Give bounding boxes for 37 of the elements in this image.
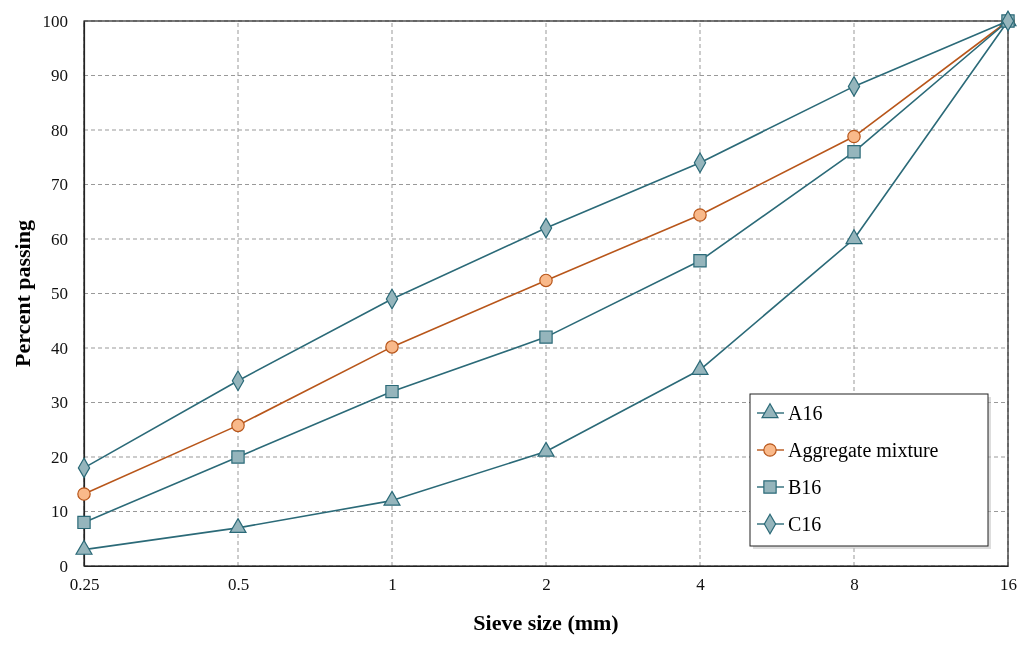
legend-label: B16 bbox=[788, 476, 822, 498]
y-tick-label: 40 bbox=[51, 338, 68, 358]
y-tick-label: 70 bbox=[51, 175, 68, 195]
point bbox=[693, 254, 707, 268]
legend-label: C16 bbox=[788, 513, 822, 535]
x-axis-title: Sieve size (mm) bbox=[473, 610, 619, 635]
x-tick-label: 2 bbox=[542, 575, 551, 595]
y-tick-label: 20 bbox=[51, 447, 68, 467]
x-tick-label: 8 bbox=[850, 575, 859, 595]
y-tick-label: 60 bbox=[51, 229, 68, 249]
legend-label: A16 bbox=[788, 402, 823, 424]
y-tick-label: 0 bbox=[59, 556, 68, 576]
point bbox=[385, 384, 399, 399]
point bbox=[385, 340, 399, 354]
x-tick-label: 0.25 bbox=[69, 575, 100, 595]
y-tick-label: 80 bbox=[51, 120, 68, 140]
point bbox=[539, 273, 553, 288]
point bbox=[539, 330, 553, 344]
point bbox=[847, 129, 861, 144]
point bbox=[231, 418, 245, 433]
y-tick-label: 100 bbox=[42, 11, 68, 31]
y-axis-title: Percent passing bbox=[10, 220, 35, 367]
point bbox=[77, 487, 91, 501]
point bbox=[693, 208, 707, 222]
x-tick-label: 1 bbox=[388, 575, 397, 595]
point bbox=[231, 450, 245, 464]
y-tick-label: 90 bbox=[51, 66, 68, 86]
y-tick-label: 10 bbox=[51, 502, 68, 522]
legend-label: Aggregate mixture bbox=[788, 439, 939, 462]
point bbox=[229, 518, 247, 534]
x-tick-label: 4 bbox=[696, 575, 706, 595]
x-tick-label: 16 bbox=[1000, 575, 1017, 595]
point bbox=[847, 145, 861, 159]
x-tick-label: 0.5 bbox=[227, 575, 250, 595]
y-tick-label: 30 bbox=[51, 393, 68, 413]
y-tick-label: 50 bbox=[51, 284, 68, 304]
point bbox=[77, 515, 91, 530]
